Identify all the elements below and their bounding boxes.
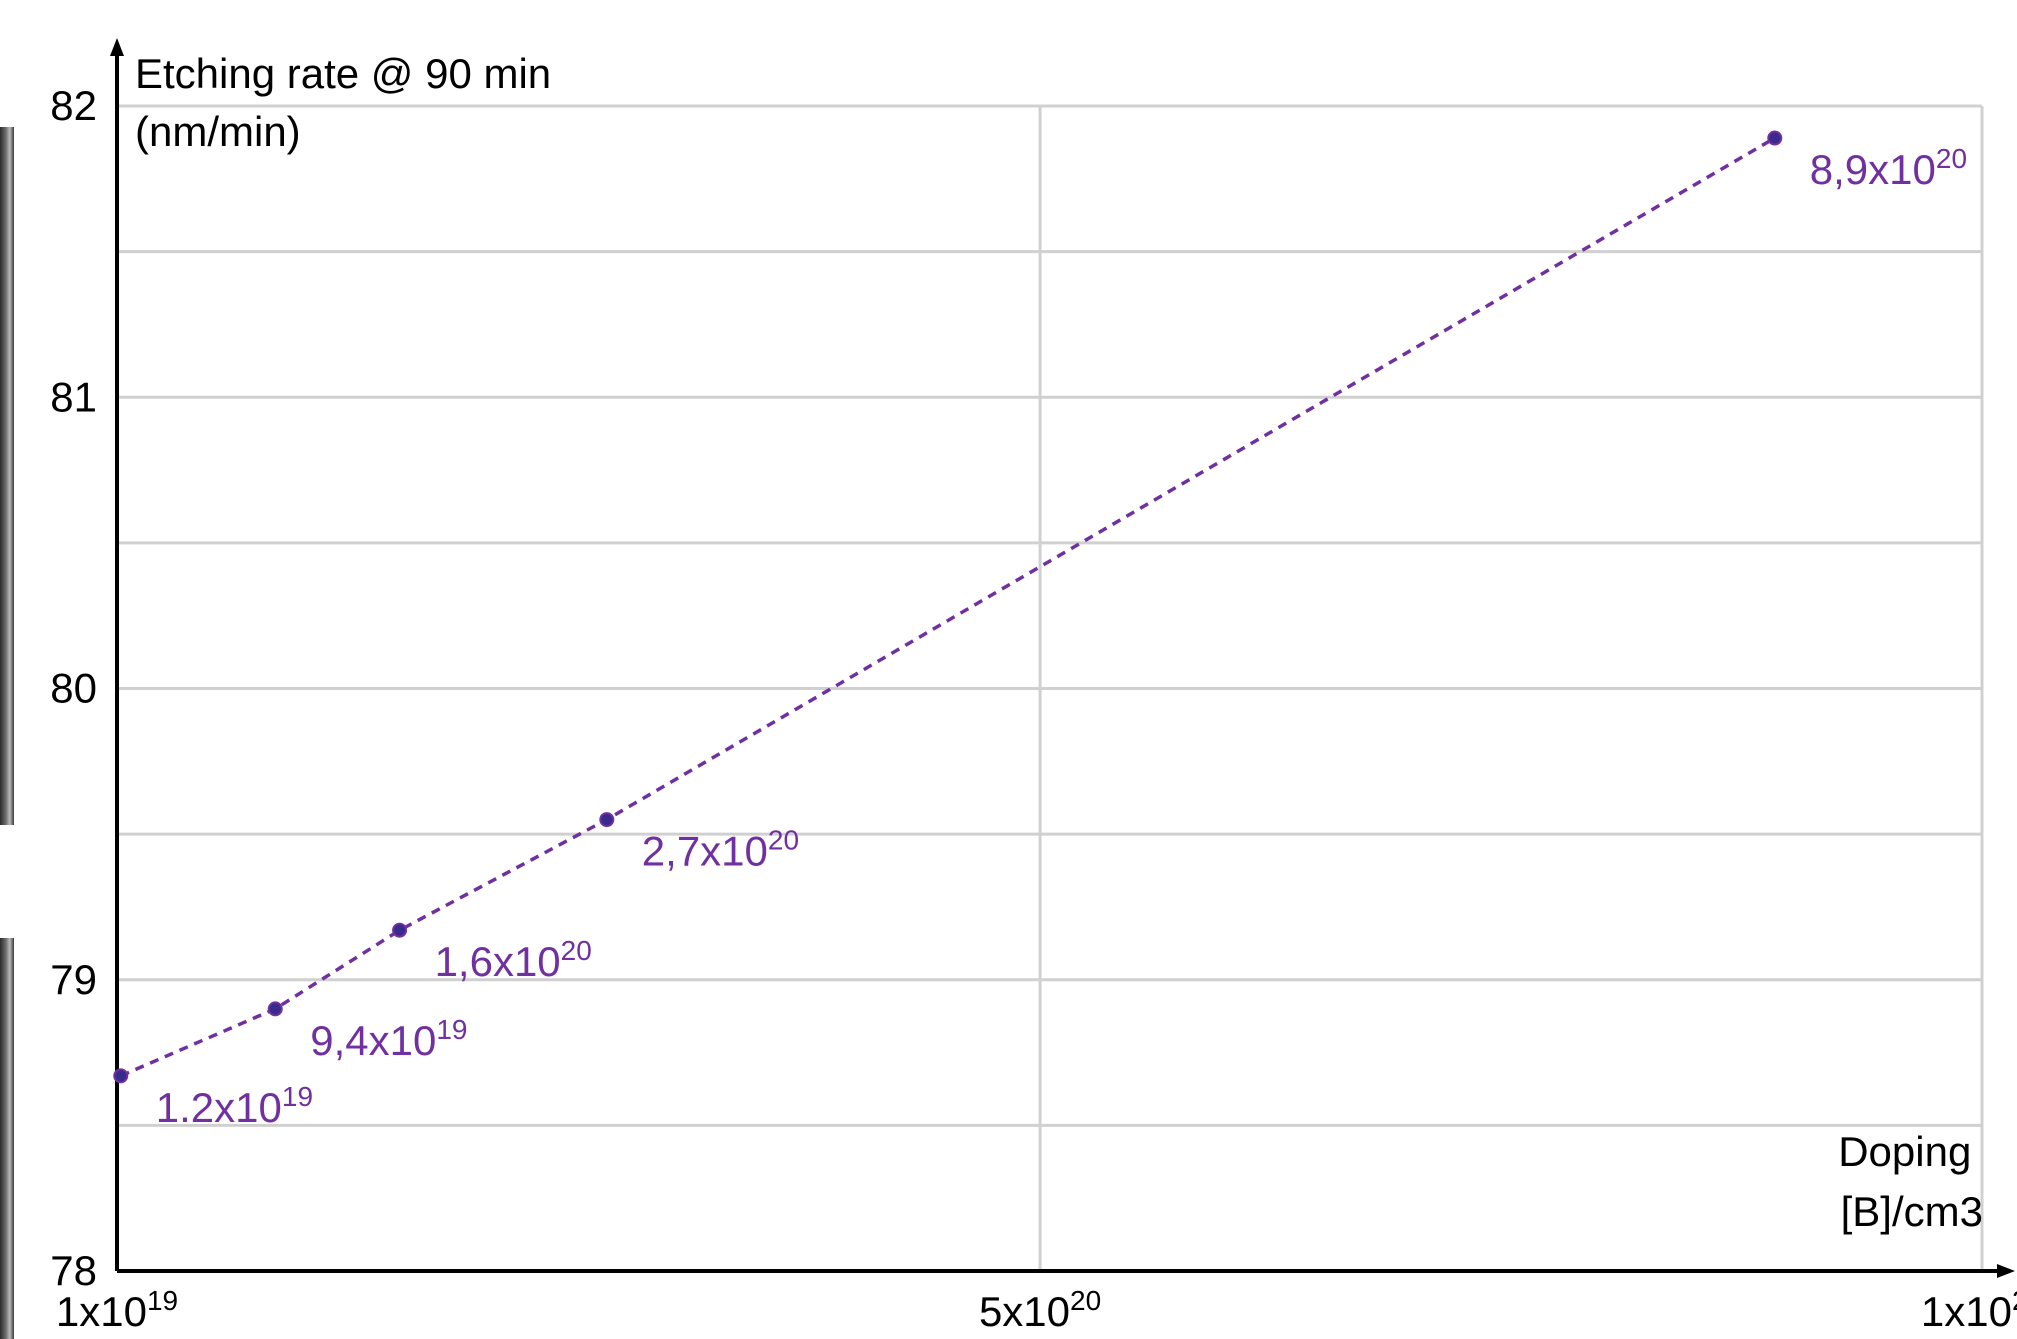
x-tick-exponent: 21 xyxy=(2012,1285,2017,1316)
y-tick-labels: 78 79 80 81 82 xyxy=(50,82,97,1294)
y-axis-title-line2: (nm/min) xyxy=(135,108,301,155)
series-etching-rate xyxy=(113,130,1783,1084)
x-tick-exponent: 20 xyxy=(1070,1285,1101,1316)
data-label-base: 8,9x10 xyxy=(1810,146,1936,193)
x-axis-title: Doping [B]/cm3 xyxy=(1838,1128,1983,1235)
data-label-exponent: 20 xyxy=(768,825,799,856)
x-axis-title-line1: Doping xyxy=(1838,1128,1971,1175)
y-axis-arrow xyxy=(110,38,124,56)
x-axis-arrow xyxy=(1997,1264,2015,1278)
data-label-exponent: 20 xyxy=(1936,143,1967,174)
data-point xyxy=(1767,130,1783,146)
data-label-exponent: 19 xyxy=(282,1081,313,1112)
data-label-base: 1.2x10 xyxy=(156,1084,282,1131)
y-tick-label: 82 xyxy=(50,82,97,129)
data-label: 1,6x1020 xyxy=(435,935,592,985)
data-label: 9,4x1019 xyxy=(310,1014,467,1064)
data-label-exponent: 19 xyxy=(436,1014,467,1045)
series-line xyxy=(120,136,1776,1078)
x-tick-exponent: 19 xyxy=(147,1285,178,1316)
data-label: 1.2x1019 xyxy=(156,1081,313,1131)
data-label: 2,7x1020 xyxy=(642,825,799,875)
data-label-base: 2,7x10 xyxy=(642,828,768,875)
y-axis-title-line1: Etching rate @ 90 min xyxy=(135,50,551,97)
cropped-image-top xyxy=(0,127,14,825)
data-point xyxy=(392,922,408,938)
data-label-base: 1,6x10 xyxy=(435,938,561,985)
x-tick-labels: 1x10195x10201x1021 xyxy=(56,1285,2017,1335)
grid xyxy=(115,104,1984,1273)
y-tick-label: 79 xyxy=(50,956,97,1003)
data-point xyxy=(113,1068,129,1084)
x-tick-base: 1x10 xyxy=(1921,1288,2012,1335)
x-axis-title-line2: [B]/cm3 xyxy=(1841,1188,1983,1235)
y-tick-label: 81 xyxy=(50,373,97,420)
axes xyxy=(110,38,2015,1278)
data-label: 8,9x1020 xyxy=(1810,143,1967,193)
y-tick-label: 78 xyxy=(50,1247,97,1294)
x-tick-base: 1x10 xyxy=(56,1288,147,1335)
data-label-exponent: 20 xyxy=(561,935,592,966)
cropped-image-bottom xyxy=(0,938,14,1339)
x-tick-base: 5x10 xyxy=(979,1288,1070,1335)
data-label-base: 9,4x10 xyxy=(310,1017,436,1064)
y-axis-title: Etching rate @ 90 min (nm/min) xyxy=(135,50,563,155)
x-tick-label: 1x1019 xyxy=(56,1285,178,1335)
x-tick-label: 1x1021 xyxy=(1921,1285,2017,1335)
x-tick-label: 5x1020 xyxy=(979,1285,1101,1335)
data-point xyxy=(267,1001,283,1017)
data-point xyxy=(599,812,615,828)
y-tick-label: 80 xyxy=(50,665,97,712)
